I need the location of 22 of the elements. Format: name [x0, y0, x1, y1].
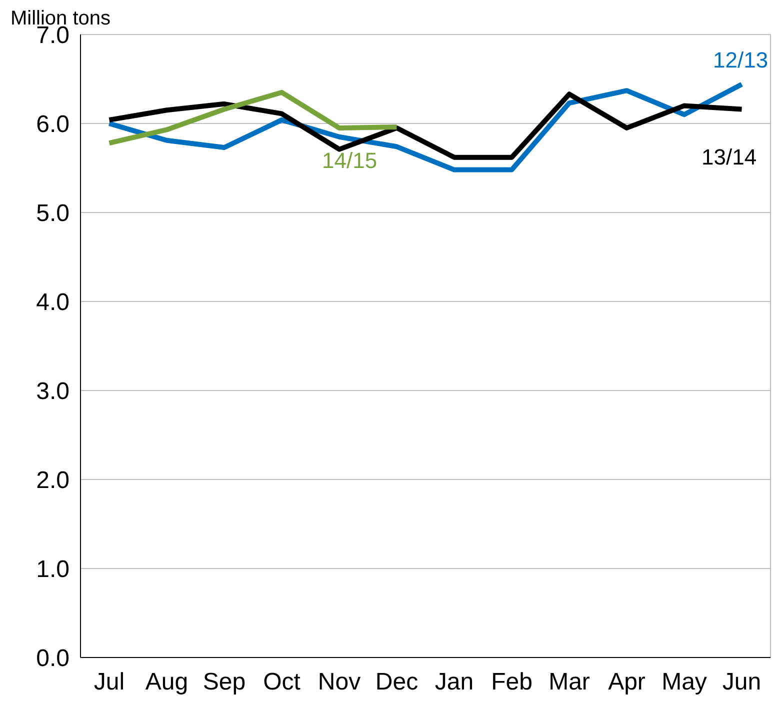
y-tick-label: 4.0 [36, 289, 70, 316]
x-tick-label: Jul [94, 668, 125, 696]
x-tick-label: May [662, 668, 707, 696]
x-tick-label: Feb [491, 668, 532, 696]
y-tick-label: 5.0 [36, 200, 70, 227]
x-tick-label: Aug [145, 668, 188, 696]
x-tick-label: Oct [263, 668, 301, 696]
y-tick-label: 6.0 [36, 111, 70, 138]
x-tick-label: Dec [375, 668, 418, 696]
x-tick-label: Apr [608, 668, 646, 696]
y-tick-label: 2.0 [36, 467, 70, 494]
y-tick-label: 3.0 [36, 378, 70, 405]
x-tick-label: Mar [548, 668, 590, 696]
y-tick-label: 0.0 [36, 645, 70, 672]
series-label: 13/14 [702, 144, 757, 170]
series-label: 12/13 [713, 47, 768, 72]
x-tick-label: Sep [202, 668, 246, 696]
x-tick-label: Jun [722, 668, 762, 696]
x-tick-label: Jan [434, 668, 474, 696]
series-label: 14/15 [322, 148, 378, 173]
x-tick-label: Nov [318, 668, 361, 696]
y-tick-label: 1.0 [36, 556, 70, 583]
